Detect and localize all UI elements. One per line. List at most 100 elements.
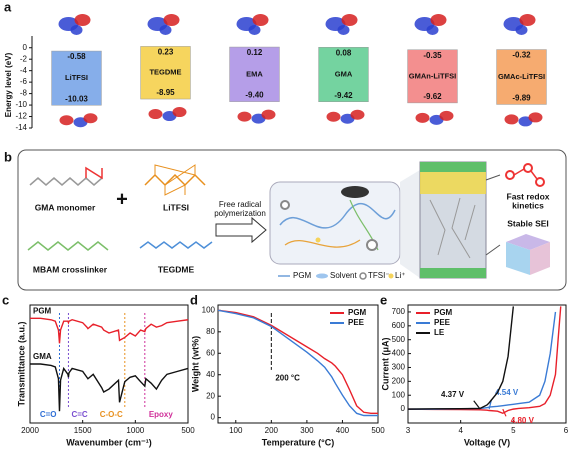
x-axis-label: Wavenumber (cm⁻¹) xyxy=(66,437,151,447)
orbital-lobe xyxy=(519,14,536,26)
x-tick-label: 100 xyxy=(229,426,243,435)
legend-text: PEE xyxy=(434,318,451,327)
value-label: -9.42 xyxy=(334,91,353,100)
y-tick-label: 0 xyxy=(23,43,28,52)
legend-text: Li⁺ xyxy=(395,271,405,280)
arrow-label: polymerization xyxy=(214,209,266,218)
zoom-link xyxy=(400,170,420,278)
anion xyxy=(280,200,290,210)
x-tick-label: 300 xyxy=(300,426,314,435)
category-label: LiTFSI xyxy=(65,73,88,82)
plot-frame xyxy=(407,304,567,424)
energy-bar xyxy=(407,49,458,104)
orbital-lobe xyxy=(148,109,163,120)
y-tick-label: 20 xyxy=(206,391,215,400)
orbital-lobe xyxy=(439,110,454,121)
series-label: PGM xyxy=(33,306,52,315)
arrow-label: Free radical xyxy=(219,200,261,209)
value-label: 0.23 xyxy=(158,48,174,57)
orbital-lobe xyxy=(528,112,543,123)
orbital-lobe xyxy=(430,14,447,26)
orbital-lobe xyxy=(252,14,269,26)
orbital-lobe xyxy=(426,25,439,35)
icon xyxy=(523,163,533,173)
legend-swatch xyxy=(316,273,328,279)
y-tick-label: 400 xyxy=(392,349,406,358)
zoom-box xyxy=(269,181,401,265)
value-label: -9.40 xyxy=(245,91,264,100)
orbital-lobe xyxy=(248,25,261,35)
y-axis-label: Transmittance (a.u.) xyxy=(16,321,26,406)
sei-cube xyxy=(530,242,550,275)
label: MBAM crosslinker xyxy=(33,264,108,274)
label: Fast redox xyxy=(507,191,550,201)
value-label: -0.35 xyxy=(423,51,442,60)
y-tick-label: -2 xyxy=(20,54,28,63)
connector xyxy=(485,174,501,181)
series-line xyxy=(407,306,562,415)
orbital-lobe xyxy=(515,25,528,35)
polymer-chain xyxy=(279,202,396,229)
arrow xyxy=(215,216,267,244)
y-tick-label: 700 xyxy=(392,307,406,316)
value-label: -10.03 xyxy=(65,94,88,103)
y-axis-label: Weight (wt%) xyxy=(190,336,200,392)
icon xyxy=(513,168,538,180)
category-label: EMA xyxy=(246,69,263,78)
schematic: b GMA monomer + LiTFSI MBAM crosslinker … xyxy=(4,149,567,291)
x-tick-label: 500 xyxy=(181,426,195,435)
battery-cap xyxy=(420,268,486,278)
orbital-lobe xyxy=(159,25,172,35)
legend-text: TFSI⁻ xyxy=(368,271,390,280)
legend-text: LE xyxy=(434,328,445,337)
network xyxy=(429,197,476,259)
value-label: 0.12 xyxy=(247,48,263,57)
energy-bar xyxy=(496,49,547,105)
panel-label: c xyxy=(2,292,9,307)
anion xyxy=(366,239,378,251)
y-tick-label: 80 xyxy=(206,327,215,336)
series-line xyxy=(217,309,378,417)
annotation: 4.37 V xyxy=(441,390,465,399)
orbital-lobe xyxy=(163,14,180,26)
x-tick-label: 1500 xyxy=(74,426,92,435)
x-tick-label: 2000 xyxy=(21,426,39,435)
series-line xyxy=(217,309,378,415)
orbital-lobe xyxy=(74,14,91,26)
x-tick-label: 200 xyxy=(265,426,279,435)
annotation: 200 °C xyxy=(275,373,300,382)
molecule xyxy=(85,166,103,180)
plus: + xyxy=(116,188,128,210)
annotation: 4.80 V xyxy=(511,416,535,425)
plot-frame xyxy=(29,304,189,424)
y-tick-label: 0 xyxy=(401,404,406,413)
orbital-lobe xyxy=(326,111,341,122)
x-tick-label: 500 xyxy=(371,426,385,435)
energy-bar xyxy=(318,47,369,102)
x-tick-label: 4 xyxy=(458,426,463,435)
y-tick-label: 200 xyxy=(392,376,406,385)
y-axis-label: Current (μA) xyxy=(380,337,390,390)
energy-bar xyxy=(140,46,191,100)
value-label: -0.58 xyxy=(67,52,86,61)
annotation: C-O-C xyxy=(100,410,123,419)
y-axis-label: Energy level (eV) xyxy=(4,52,13,117)
orbital-lobe xyxy=(59,115,74,126)
series-line xyxy=(30,363,189,412)
molecule xyxy=(29,177,103,186)
panel-label: b xyxy=(4,149,12,164)
connector xyxy=(485,244,501,256)
annotation: 4.54 V xyxy=(495,388,519,397)
value-label: -8.95 xyxy=(156,88,175,97)
x-tick-label: 400 xyxy=(336,426,350,435)
label: TEGDME xyxy=(158,264,195,274)
orbital-lobe xyxy=(415,112,430,123)
y-tick-label: 0 xyxy=(211,413,216,422)
battery-cap xyxy=(420,162,486,172)
value-label: -9.62 xyxy=(423,92,442,101)
orbital-lobe xyxy=(504,114,519,125)
category-label: TEGDME xyxy=(149,68,181,77)
y-tick-label: -10 xyxy=(15,100,27,109)
value-label: 0.08 xyxy=(336,48,352,57)
